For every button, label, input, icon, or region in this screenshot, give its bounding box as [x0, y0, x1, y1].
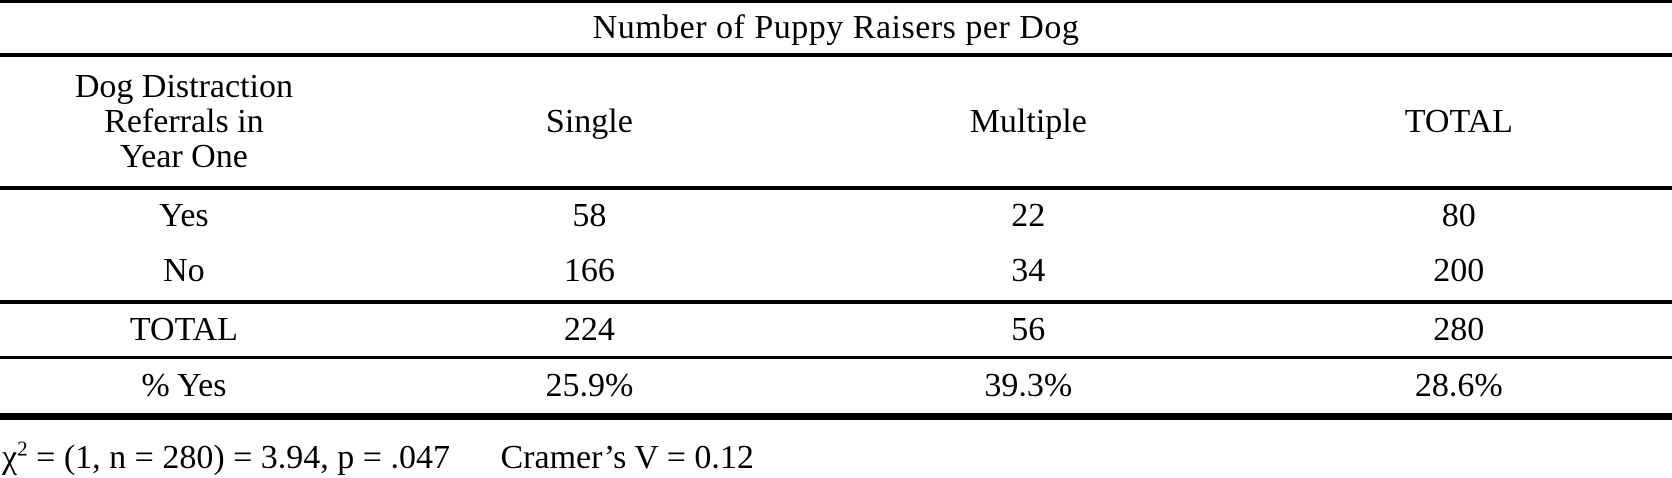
table-row-no: No 166 34 200 — [0, 241, 1672, 300]
cell-yes-single: 58 — [572, 196, 607, 234]
cell-no-total: 200 — [1433, 251, 1485, 289]
cell-percent-yes-multiple: 39.3% — [984, 367, 1073, 404]
rule-below-header — [0, 186, 1672, 190]
cell-yes-multiple: 22 — [1011, 196, 1046, 234]
row-header-label: Dog Distraction Referrals in Year One — [0, 57, 368, 186]
row-header-line-1: Dog Distraction — [74, 68, 293, 105]
chi-square-stat: χ2 = (1, n = 280) = 3.94, p = .047 — [2, 436, 450, 476]
row-header-line-2: Referrals in — [104, 103, 264, 140]
top-rule — [0, 0, 1672, 3]
row-header-line-3: Year One — [120, 138, 248, 175]
cell-yes-total: 80 — [1441, 196, 1476, 234]
cell-no-single: 166 — [563, 251, 615, 289]
cramers-v-stat: Cramer’s V = 0.12 — [500, 439, 754, 476]
table-title: Number of Puppy Raisers per Dog — [592, 9, 1080, 46]
cell-total-total: 280 — [1433, 311, 1485, 348]
column-header-multiple: Multiple — [969, 102, 1087, 140]
table-row-yes: Yes 58 22 80 — [0, 190, 1672, 241]
row-label-no: No — [163, 251, 205, 289]
cell-percent-yes-total: 28.6% — [1414, 367, 1503, 404]
bottom-rule — [0, 413, 1672, 420]
rule-above-total — [0, 300, 1672, 304]
rule-above-percent-yes — [0, 356, 1672, 359]
row-label-percent-yes: % Yes — [141, 367, 227, 404]
column-header-total: TOTAL — [1404, 102, 1513, 140]
rule-below-title — [0, 53, 1672, 57]
column-header-single: Single — [545, 102, 633, 140]
header-row: Dog Distraction Referrals in Year One Si… — [0, 57, 1672, 186]
chi-exponent: 2 — [17, 436, 28, 461]
cell-percent-yes-single: 25.9% — [545, 367, 634, 404]
chi-square-value: = (1, n = 280) = 3.94, p = .047 — [27, 439, 450, 476]
table-row-total: TOTAL 224 56 280 — [0, 304, 1672, 356]
row-label-yes: Yes — [159, 196, 209, 234]
chi-symbol: χ — [2, 439, 18, 476]
stats-footnote: χ2 = (1, n = 280) = 3.94, p = .047 Crame… — [0, 420, 1672, 477]
row-label-total: TOTAL — [129, 311, 238, 348]
cell-total-single: 224 — [563, 311, 615, 348]
cell-no-multiple: 34 — [1011, 251, 1046, 289]
table-row-percent-yes: % Yes 25.9% 39.3% 28.6% — [0, 359, 1672, 413]
cell-total-multiple: 56 — [1011, 311, 1046, 348]
table-title-row: Number of Puppy Raisers per Dog — [0, 3, 1672, 53]
